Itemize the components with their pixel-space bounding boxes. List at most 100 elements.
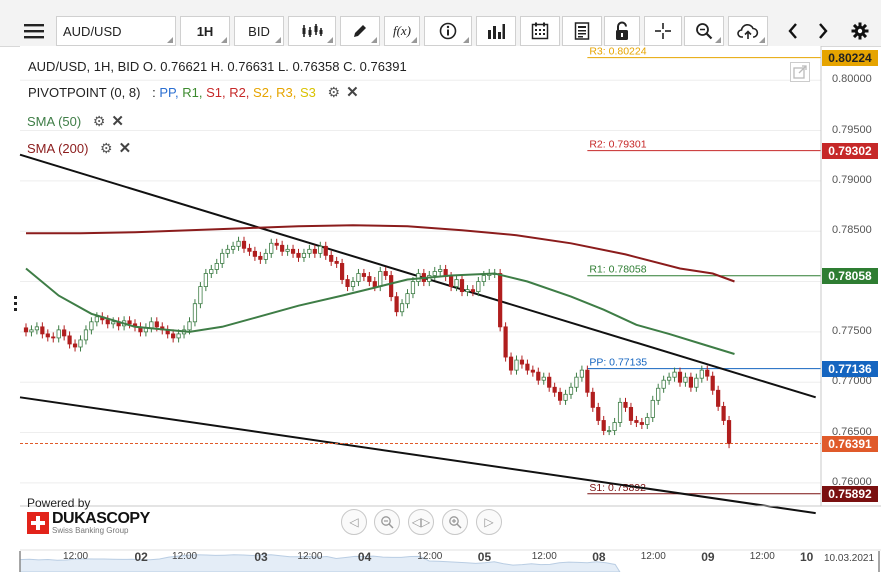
candle-body [694, 377, 699, 388]
reset-view-button[interactable]: ◁▷ [408, 509, 434, 535]
crosshair-icon [655, 23, 671, 39]
candle-body [171, 333, 176, 339]
candle-body [154, 321, 159, 328]
pan-left-button[interactable]: ◁ [341, 509, 367, 535]
gear-icon[interactable]: ⚙ [327, 84, 341, 100]
candle-body [312, 248, 317, 254]
close-icon[interactable]: ✕ [111, 113, 124, 130]
candle-body [617, 401, 623, 423]
candle-body [519, 359, 525, 365]
triangle-right-icon: ▷ [484, 515, 494, 529]
resize-handle[interactable] [14, 296, 17, 318]
sma200-label: SMA (200) [27, 141, 89, 156]
triangle-left-icon: ◁ [349, 515, 359, 529]
candle-body [661, 379, 666, 389]
candle-body [672, 371, 677, 378]
x-tick-label: 04 [357, 550, 372, 564]
pivot-label-s1: S1: 0.75892 [589, 482, 646, 494]
gear-icon [851, 22, 869, 40]
dropdown-corner-icon [221, 37, 227, 43]
dropdown-corner-icon [327, 37, 333, 43]
pivot-label-r3: R3: 0.80224 [589, 46, 646, 58]
crosshair-button[interactable] [644, 16, 682, 46]
x-tick-label: 12:00 [172, 551, 198, 562]
timeframe-selector[interactable]: 1H [180, 16, 230, 46]
gear-icon[interactable]: ⚙ [92, 113, 106, 129]
candle-body [334, 261, 339, 264]
pivot-legend-item: R1, [178, 85, 203, 100]
candle-body [607, 430, 612, 432]
expand-button[interactable] [790, 62, 810, 82]
pivot-label-r2: R2: 0.79301 [589, 139, 646, 151]
symbol-label: AUD/USD [63, 23, 122, 39]
candle-body [56, 329, 61, 339]
candle-body [459, 279, 465, 293]
price-box-r1: 0.78058 [822, 267, 878, 284]
sma200-line [26, 224, 735, 283]
candle-body [51, 336, 56, 339]
info-button[interactable] [424, 16, 472, 46]
candle-body [601, 420, 606, 431]
pivot-legend-item: S2, [249, 85, 273, 100]
candle-body [198, 286, 203, 305]
close-icon[interactable]: ✕ [118, 140, 132, 157]
x-tick-label: 12:00 [297, 551, 323, 562]
x-tick-label: 12:00 [749, 551, 775, 562]
dropdown-corner-icon [463, 37, 469, 43]
scroll-right-button[interactable] [812, 16, 834, 46]
candle-body [345, 279, 350, 287]
zoom-in-button[interactable] [442, 509, 468, 535]
candle-body [645, 417, 650, 425]
calendar-button[interactable] [520, 16, 560, 46]
cloud-button[interactable] [728, 16, 768, 46]
candle-body [628, 406, 634, 421]
indicator-button[interactable]: f(x) [384, 16, 420, 46]
candle-body [329, 254, 334, 262]
menu-button[interactable] [20, 16, 48, 46]
settings-button[interactable] [848, 16, 872, 46]
close-icon[interactable]: ✕ [346, 84, 359, 101]
candle-body [94, 316, 99, 323]
chart-type-button[interactable] [288, 16, 336, 46]
zoom-out-button[interactable] [374, 509, 400, 535]
pan-right-button[interactable]: ▷ [476, 509, 502, 535]
pivot-legend-item: S1, [202, 85, 226, 100]
candle-body [558, 391, 563, 401]
candle-body [476, 281, 481, 293]
candle-body [547, 376, 552, 388]
y-tick-label: 0.80000 [832, 73, 872, 86]
bar-chart-icon [488, 24, 505, 39]
candle-body [650, 399, 655, 418]
volume-button[interactable] [476, 16, 516, 46]
y-tick-label: 0.77000 [832, 375, 872, 388]
candle-body [209, 269, 214, 274]
gear-icon[interactable]: ⚙ [100, 140, 113, 156]
report-button[interactable] [562, 16, 602, 46]
price-box-pp: 0.77136 [822, 360, 878, 377]
zoom-out-icon [381, 516, 394, 529]
candle-body [579, 369, 585, 378]
price-chart[interactable]: R3: 0.80224 R2: 0.79301 R1: 0.78058 PP: 0.7… [0, 46, 881, 572]
draw-tool-button[interactable] [340, 16, 380, 46]
candle-body [29, 329, 34, 333]
candle-body [634, 420, 639, 423]
candle-body [623, 401, 628, 408]
pivot-label-r1: R1: 0.78058 [589, 264, 646, 276]
lock-button[interactable] [604, 16, 640, 46]
pencil-icon [354, 25, 366, 37]
sma50-label: SMA (50) [27, 114, 82, 129]
dropdown-corner-icon [371, 37, 377, 43]
chart-area[interactable]: R3: 0.80224 R2: 0.79301 R1: 0.78058 PP: 0.7… [0, 46, 881, 572]
scroll-left-button[interactable] [782, 16, 804, 46]
symbol-selector[interactable]: AUD/USD [56, 16, 176, 46]
candle-body [699, 369, 704, 379]
pivot-legend-item: S3 [296, 85, 316, 100]
candle-body [280, 244, 285, 252]
candle-body [83, 329, 89, 341]
candle-body [307, 248, 312, 254]
candle-body [274, 242, 279, 246]
candle-body [356, 273, 361, 282]
side-selector[interactable]: BID [234, 16, 284, 46]
zoom-button[interactable] [684, 16, 724, 46]
candle-body [568, 386, 574, 395]
